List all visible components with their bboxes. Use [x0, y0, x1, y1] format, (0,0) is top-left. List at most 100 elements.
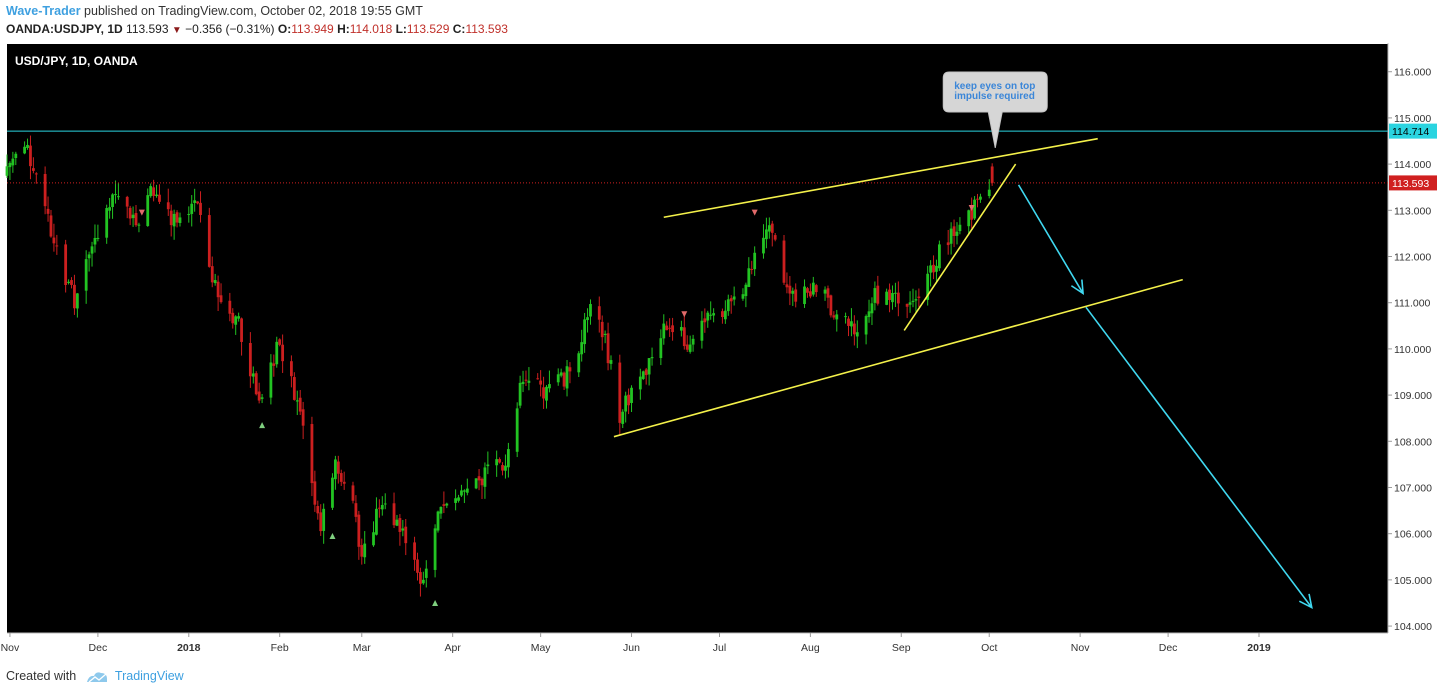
candle-body [114, 194, 117, 196]
candle [474, 478, 478, 490]
candle-body [11, 158, 15, 166]
candle [976, 193, 979, 208]
candle [826, 285, 830, 309]
candle [844, 312, 847, 324]
candle [559, 368, 563, 378]
candle [791, 287, 795, 306]
candle-body [600, 321, 604, 338]
price-axis[interactable]: 104.000 105.000 106.000 107.000 108.000 109.0… [1388, 67, 1437, 633]
candle [169, 204, 173, 237]
price-chart[interactable]: 104.000 105.000 106.000 107.000 108.000 109.0… [0, 43, 1444, 659]
candle [342, 471, 346, 490]
candle-body [709, 314, 713, 316]
candle-body [301, 409, 305, 426]
candle-body [187, 213, 191, 215]
candle [457, 494, 460, 503]
candle-body [765, 229, 768, 240]
candle-body [90, 246, 94, 254]
candle [73, 274, 76, 315]
candle-body [506, 449, 510, 468]
candle [398, 514, 402, 546]
candle-body [891, 292, 894, 303]
candle [539, 370, 543, 397]
candle-body [847, 318, 850, 326]
time-tick-label: Feb [271, 642, 289, 654]
candle [876, 275, 880, 306]
time-axis[interactable]: Nov Dec 2018 Feb Mar Apr May Jun Jul Aug Sep Oct Nov… [1, 633, 1271, 654]
candle-body [826, 288, 830, 298]
annotation-callout[interactable]: keep eyes on top impulse required [942, 71, 1048, 149]
candle-body [23, 146, 26, 154]
candle [193, 188, 197, 212]
candle [34, 172, 38, 184]
candle-body [888, 289, 891, 301]
projection-arrow-2 [1085, 306, 1313, 609]
candle-body [93, 237, 97, 245]
candle [210, 256, 214, 288]
candle [647, 358, 651, 386]
change-value: −0.356 (−0.31%) [185, 22, 275, 36]
candle-body [791, 290, 795, 294]
candle [137, 222, 141, 233]
candle [679, 320, 683, 337]
candle-body [404, 526, 408, 544]
candle [52, 223, 56, 252]
candle-body [946, 242, 950, 246]
candle [782, 234, 786, 285]
candle-body [477, 476, 481, 481]
candle [43, 166, 47, 215]
candle [864, 314, 868, 345]
fractal-up-marker [259, 422, 266, 429]
candle-body [967, 210, 971, 227]
candle-body [814, 285, 818, 293]
fractal-up-marker [329, 532, 336, 539]
candle-body [729, 298, 733, 302]
candle [850, 308, 853, 337]
candle [896, 281, 900, 317]
candle-body [723, 310, 727, 320]
tradingview-link[interactable]: TradingView [114, 669, 184, 683]
candle [630, 385, 633, 412]
candle-body [251, 373, 255, 377]
candle-body [832, 315, 836, 318]
candle-body [932, 264, 935, 273]
candle-body [782, 240, 786, 283]
time-tick-label: Jun [623, 642, 640, 654]
candle [794, 283, 798, 308]
candle-body [545, 386, 548, 401]
candle-body [527, 380, 531, 383]
candle [691, 334, 695, 352]
candle-body [254, 373, 258, 395]
candle [606, 322, 610, 371]
candle [463, 489, 466, 504]
candle-body [958, 224, 962, 232]
candle-body [770, 223, 774, 233]
author-link[interactable]: Wave-Trader [6, 4, 81, 18]
open-label: O: [277, 22, 292, 36]
fractal-down-marker [138, 209, 145, 216]
candle-body [911, 300, 915, 302]
close-value: 113.593 [465, 22, 508, 36]
low-label: L: [395, 22, 407, 36]
candle-body [73, 284, 76, 309]
candle [275, 336, 279, 368]
candle [946, 229, 950, 255]
candle [421, 571, 425, 585]
candle-body [169, 210, 173, 226]
candle [278, 338, 282, 347]
candle-body [260, 397, 264, 399]
candle-body [498, 459, 501, 463]
candle [281, 334, 285, 373]
candle-body [747, 268, 751, 287]
candle [832, 311, 836, 320]
candle [336, 455, 340, 484]
candle [26, 138, 29, 150]
candle-body [175, 212, 179, 223]
candle [504, 454, 507, 479]
published-text: published on TradingView.com, October 02… [80, 4, 423, 18]
candle [524, 370, 528, 387]
candle-body [908, 302, 912, 305]
candle-body [70, 280, 73, 285]
candle [67, 279, 70, 285]
candle [650, 347, 654, 366]
